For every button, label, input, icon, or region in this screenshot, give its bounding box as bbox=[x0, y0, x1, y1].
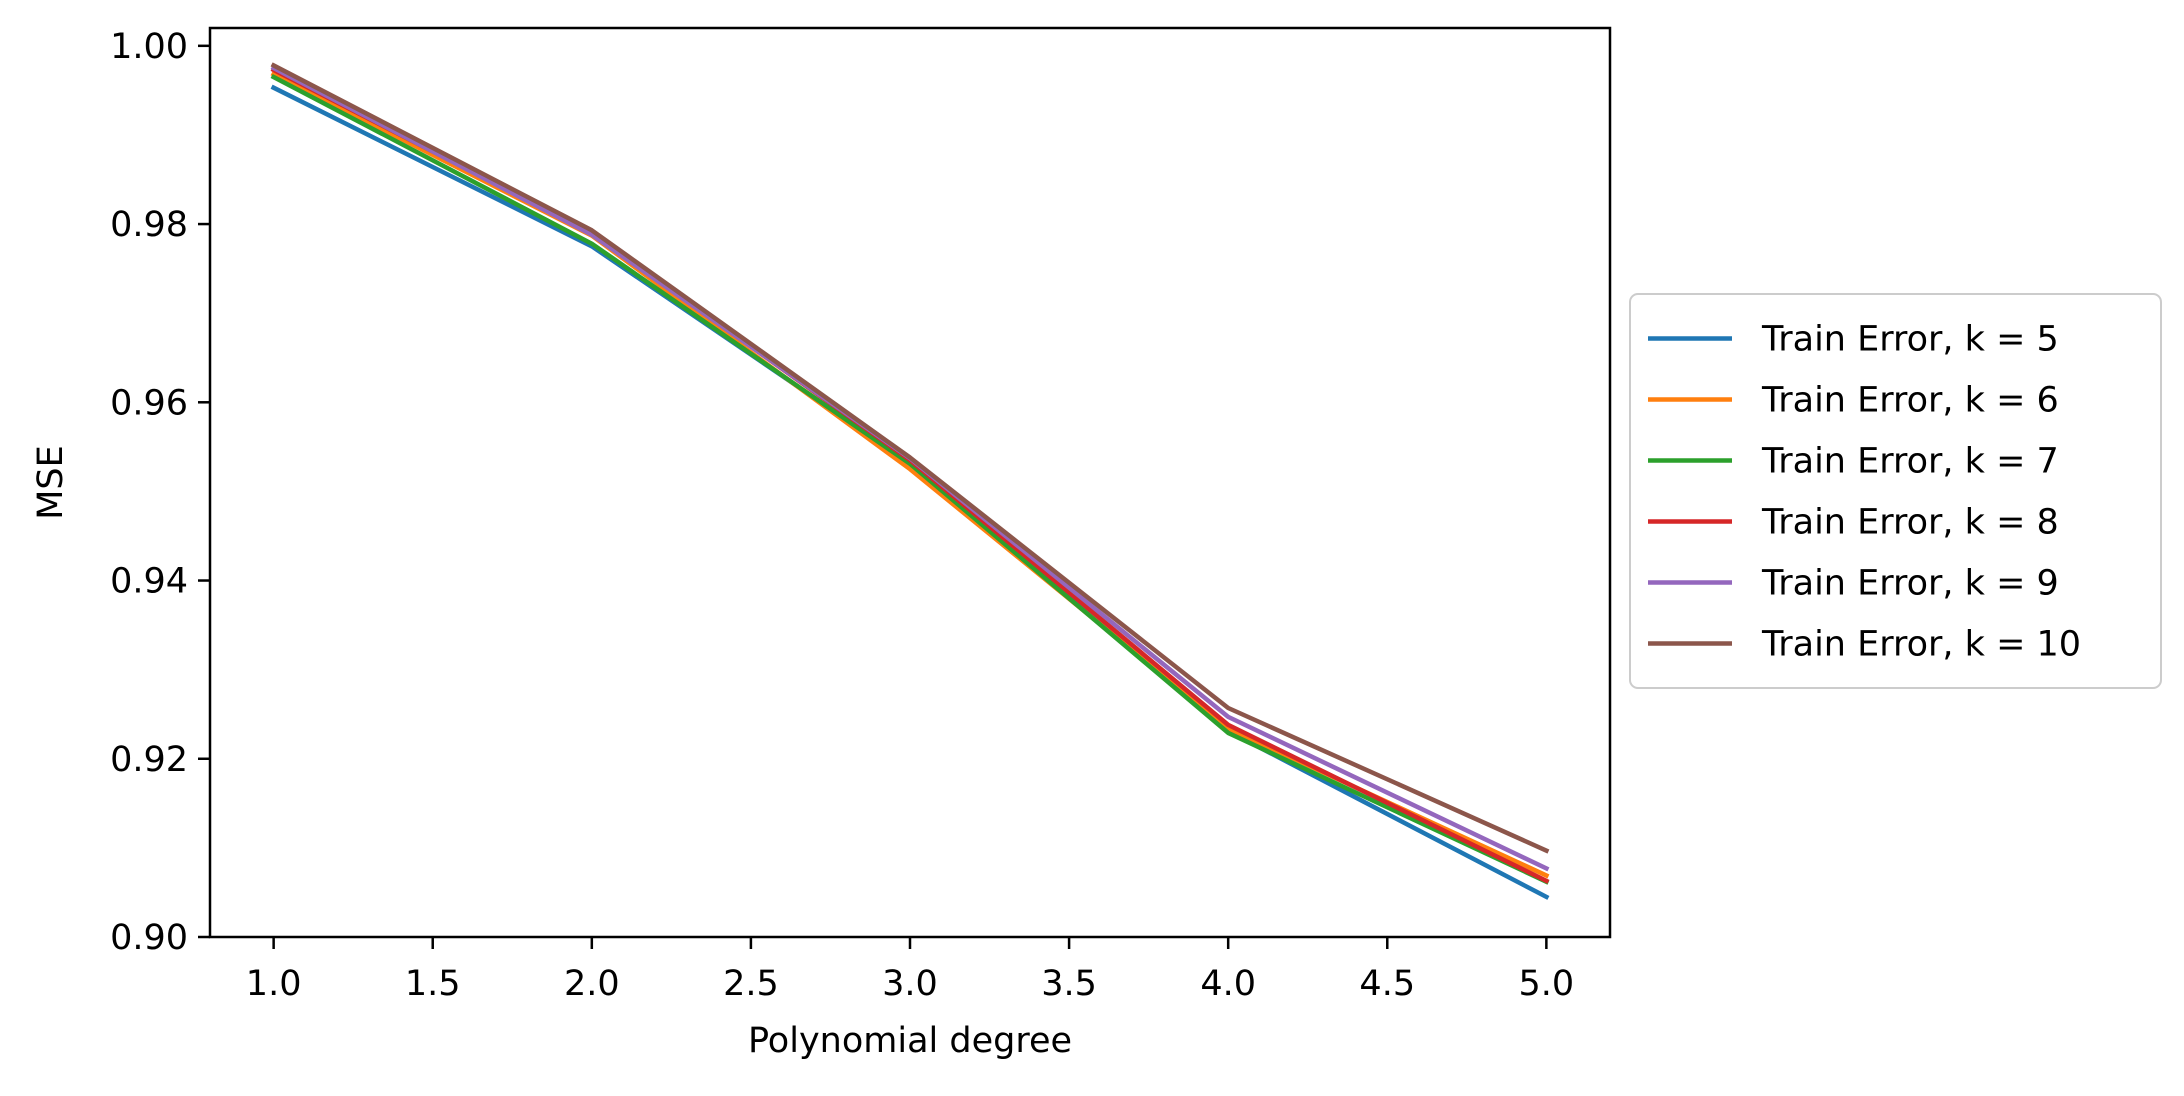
y-tick-label: 0.90 bbox=[110, 918, 188, 958]
legend-label-1: Train Error, k = 5 bbox=[1761, 320, 2059, 360]
x-tick-label: 5.0 bbox=[1519, 964, 1575, 1004]
plot-lines bbox=[270, 62, 1550, 900]
x-tick-label: 3.5 bbox=[1041, 964, 1097, 1004]
x-tick-label: 4.5 bbox=[1359, 964, 1415, 1004]
legend-entries: Train Error, k = 5 Train Error, k = 6 Trai… bbox=[1648, 320, 2081, 665]
series-line-4 bbox=[270, 66, 1550, 884]
x-tick-label: 1.0 bbox=[246, 964, 302, 1004]
y-axis: 0.90 0.92 0.94 0.96 0.98 1.00 bbox=[110, 27, 210, 958]
legend-label-6: Train Error, k = 10 bbox=[1761, 625, 2081, 665]
y-tick-label: 0.94 bbox=[110, 562, 188, 602]
series-line-2 bbox=[270, 71, 1550, 879]
x-tick-label: 3.0 bbox=[882, 964, 938, 1004]
x-tick-label: 2.5 bbox=[723, 964, 779, 1004]
legend-label-2: Train Error, k = 6 bbox=[1761, 381, 2059, 421]
y-tick-label: 1.00 bbox=[110, 27, 188, 67]
x-tick-label: 2.0 bbox=[564, 964, 620, 1004]
x-axis-title: Polynomial degree bbox=[748, 1021, 1072, 1061]
y-tick-label: 0.92 bbox=[110, 740, 188, 780]
series-line-3 bbox=[270, 73, 1550, 885]
x-tick-label: 4.0 bbox=[1200, 964, 1256, 1004]
x-axis: 1.0 1.5 2.0 2.5 3.0 3.5 4.0 4.5 5.0 bbox=[246, 937, 1574, 1004]
y-axis-title: MSE bbox=[31, 445, 71, 520]
legend-label-3: Train Error, k = 7 bbox=[1761, 442, 2059, 482]
y-tick-label: 0.98 bbox=[110, 205, 188, 245]
series-line-6 bbox=[270, 62, 1550, 854]
x-tick-label: 1.5 bbox=[405, 964, 461, 1004]
legend-label-4: Train Error, k = 8 bbox=[1761, 503, 2059, 543]
y-tick-label: 0.96 bbox=[110, 383, 188, 423]
legend-label-5: Train Error, k = 9 bbox=[1761, 564, 2059, 604]
legend-box bbox=[1629, 293, 2162, 689]
legend: Train Error, k = 5 Train Error, k = 6 Trai… bbox=[1629, 293, 2162, 689]
